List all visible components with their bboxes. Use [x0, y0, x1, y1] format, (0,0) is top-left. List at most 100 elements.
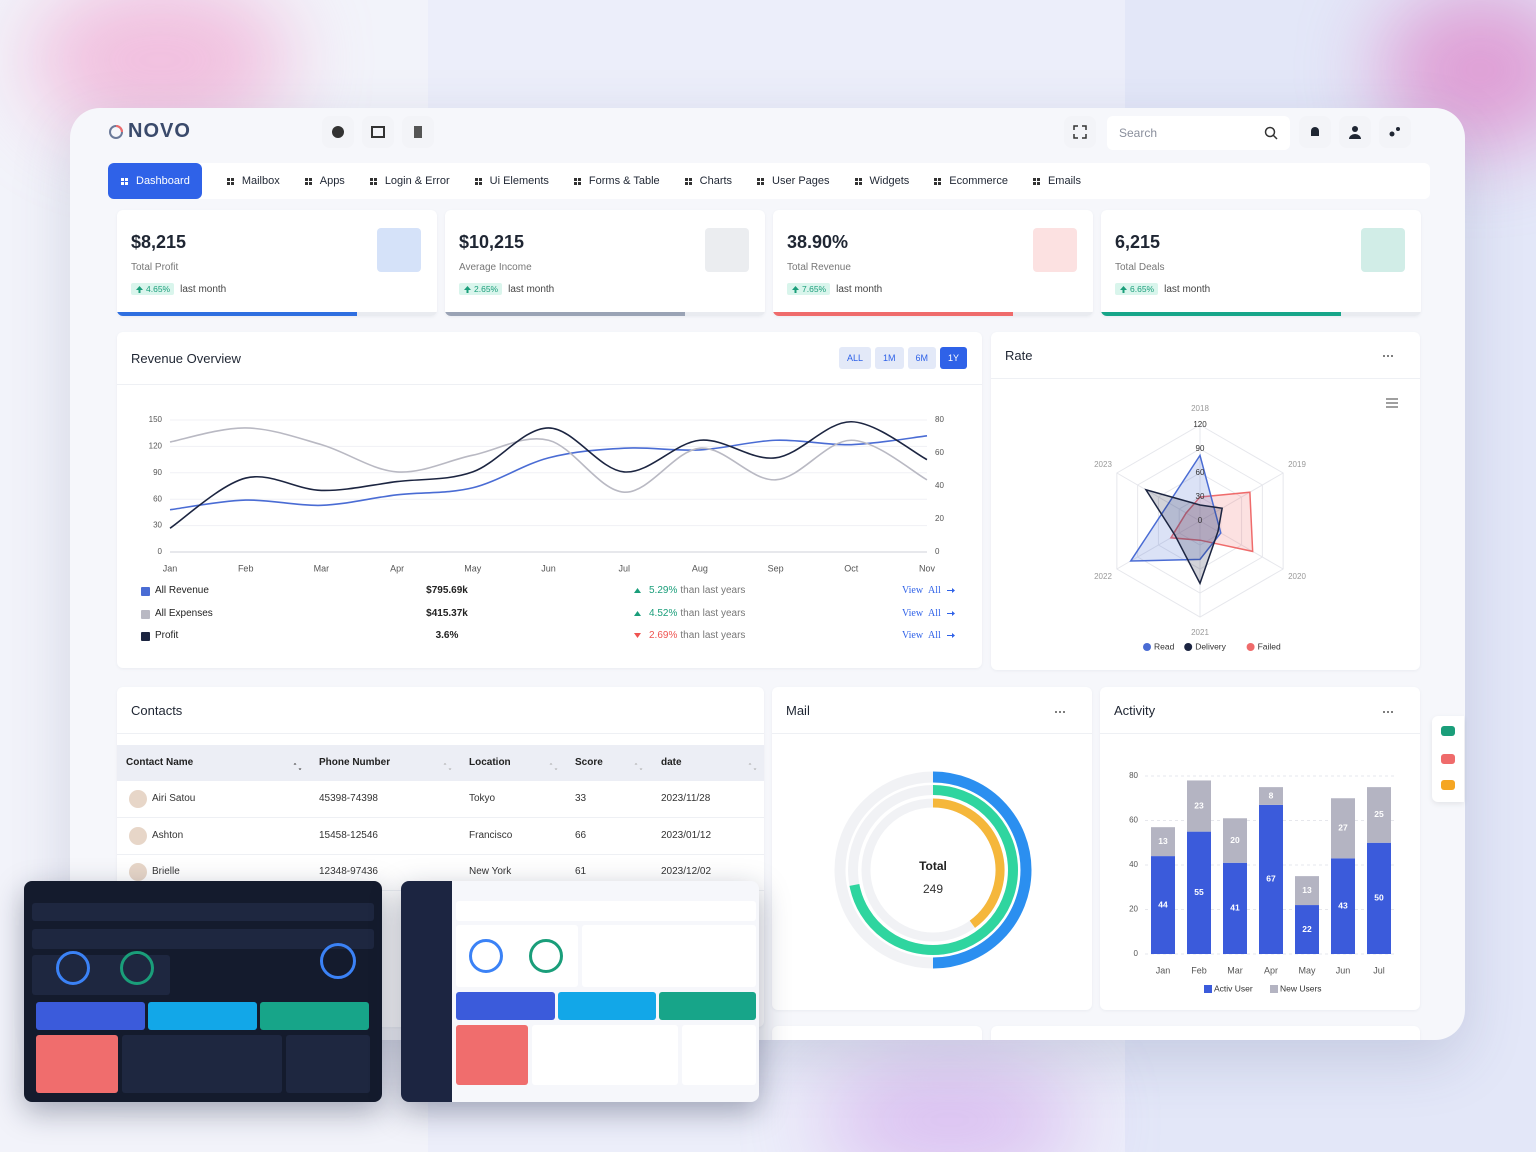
light-theme-preview — [401, 881, 759, 1102]
icon-shape — [293, 763, 302, 770]
menu-icon[interactable] — [1386, 398, 1398, 408]
notifications-button[interactable] — [1299, 116, 1331, 148]
preview-block — [122, 1035, 282, 1093]
column-header[interactable]: date — [661, 757, 682, 768]
header-button[interactable] — [322, 116, 354, 148]
change-badge: 7.65% — [787, 283, 831, 295]
stat-icon — [705, 228, 749, 272]
column-header[interactable]: Location — [469, 757, 511, 768]
table-cell: New York — [469, 866, 512, 877]
icon — [226, 177, 234, 185]
column-header[interactable]: Contact Name — [126, 757, 194, 768]
change-value: 7.65% — [802, 284, 827, 294]
toolbar-icon[interactable] — [1441, 780, 1455, 790]
nav-item[interactable]: Emails — [1032, 163, 1081, 199]
icon-shape — [634, 588, 641, 593]
search-box[interactable]: Search — [1107, 116, 1290, 150]
preview-block — [659, 992, 756, 1020]
nav-item[interactable]: Widgets — [854, 163, 909, 199]
icon-shape — [464, 285, 471, 293]
nav-label: Ecommerce — [949, 175, 1008, 187]
toolbar-icon[interactable] — [1441, 726, 1455, 736]
sort-icon[interactable] — [748, 758, 757, 776]
stat-icon — [1033, 228, 1077, 272]
view-all-link[interactable]: View All — [902, 585, 955, 596]
header-button[interactable] — [362, 116, 394, 148]
nav-item[interactable]: Charts — [684, 163, 732, 199]
user-button[interactable] — [1339, 116, 1371, 148]
summary-total: $795.69k — [426, 585, 468, 596]
view-all-link[interactable]: View All — [902, 608, 955, 619]
column-header[interactable]: Score — [575, 757, 603, 768]
nav-item[interactable]: Dashboard — [108, 163, 202, 199]
nav-item[interactable]: Ecommerce — [933, 163, 1008, 199]
icon-shape — [136, 285, 143, 293]
table-cell: 2023/12/02 — [661, 866, 712, 877]
fullscreen-button[interactable] — [1064, 116, 1096, 148]
change-value: 2.65% — [474, 284, 499, 294]
icon-shape — [549, 763, 558, 770]
sort-icon[interactable] — [634, 758, 643, 776]
range-button[interactable]: ALL — [839, 347, 872, 369]
icon — [414, 126, 422, 138]
sort-icon[interactable] — [549, 758, 558, 776]
change-value: 4.65% — [146, 284, 171, 294]
toolbar-icon[interactable] — [1441, 754, 1455, 764]
stat-change-row: 4.65% last month — [131, 283, 226, 295]
link-text: View All — [902, 585, 941, 596]
nav-item[interactable]: Login & Error — [369, 163, 450, 199]
change-text: 2.69% than last years — [649, 630, 745, 641]
icon-shape — [369, 177, 377, 185]
divider — [772, 733, 1092, 734]
change-period: last month — [1164, 283, 1211, 295]
icon-shape — [304, 177, 312, 185]
column-header[interactable]: Phone Number — [319, 757, 391, 768]
range-button[interactable]: 1Y — [940, 347, 968, 369]
nav-label: Dashboard — [136, 175, 190, 187]
nav-label: Mailbox — [241, 175, 280, 187]
icon — [474, 177, 482, 185]
table-cell: 2023/01/12 — [661, 829, 712, 841]
range-button[interactable]: 1M — [875, 347, 904, 369]
icon-shape — [1120, 285, 1127, 293]
icon-shape — [854, 177, 862, 185]
icon — [854, 177, 862, 185]
table-cell: 45398-74398 — [319, 793, 378, 804]
menu-dots[interactable] — [1383, 355, 1393, 357]
icon-shape — [634, 763, 643, 770]
icon — [634, 588, 641, 593]
icon-shape — [757, 177, 765, 185]
preview-block — [36, 1002, 145, 1030]
icon — [464, 285, 471, 293]
search-placeholder: Search — [1119, 126, 1158, 140]
nav-item[interactable]: Apps — [304, 163, 345, 199]
nav-label: Forms & Table — [588, 175, 660, 187]
preview-sidebar — [401, 881, 452, 1102]
nav-item[interactable]: Forms & Table — [573, 163, 660, 199]
change-text: 5.29% than last years — [649, 585, 745, 596]
view-all-link[interactable]: View All — [902, 630, 955, 641]
menu-dots[interactable] — [1383, 711, 1393, 713]
change-note: than last years — [680, 607, 746, 619]
range-button[interactable]: 6M — [907, 347, 937, 369]
nav-item[interactable]: Ui Elements — [474, 163, 549, 199]
card-title: Rate — [1005, 348, 1033, 363]
preview-ring — [120, 951, 154, 985]
header-button[interactable] — [402, 116, 434, 148]
change-value: 6.65% — [1130, 284, 1155, 294]
sort-icon[interactable] — [293, 758, 302, 776]
sort-icon[interactable] — [443, 758, 452, 776]
preview-block — [286, 1035, 370, 1093]
summary-total: 3.6% — [435, 630, 459, 641]
stat-value: 38.90% — [787, 232, 849, 252]
nav-label: Ui Elements — [489, 175, 549, 187]
preview-block — [456, 992, 555, 1020]
preview-ring — [320, 943, 356, 979]
nav-item[interactable]: Mailbox — [226, 163, 280, 199]
settings-button[interactable] — [1379, 116, 1411, 148]
preview-ring — [469, 939, 503, 973]
icon — [792, 285, 799, 293]
menu-dots[interactable] — [1055, 711, 1065, 713]
icon-shape — [121, 177, 128, 185]
nav-item[interactable]: User Pages — [756, 163, 830, 199]
